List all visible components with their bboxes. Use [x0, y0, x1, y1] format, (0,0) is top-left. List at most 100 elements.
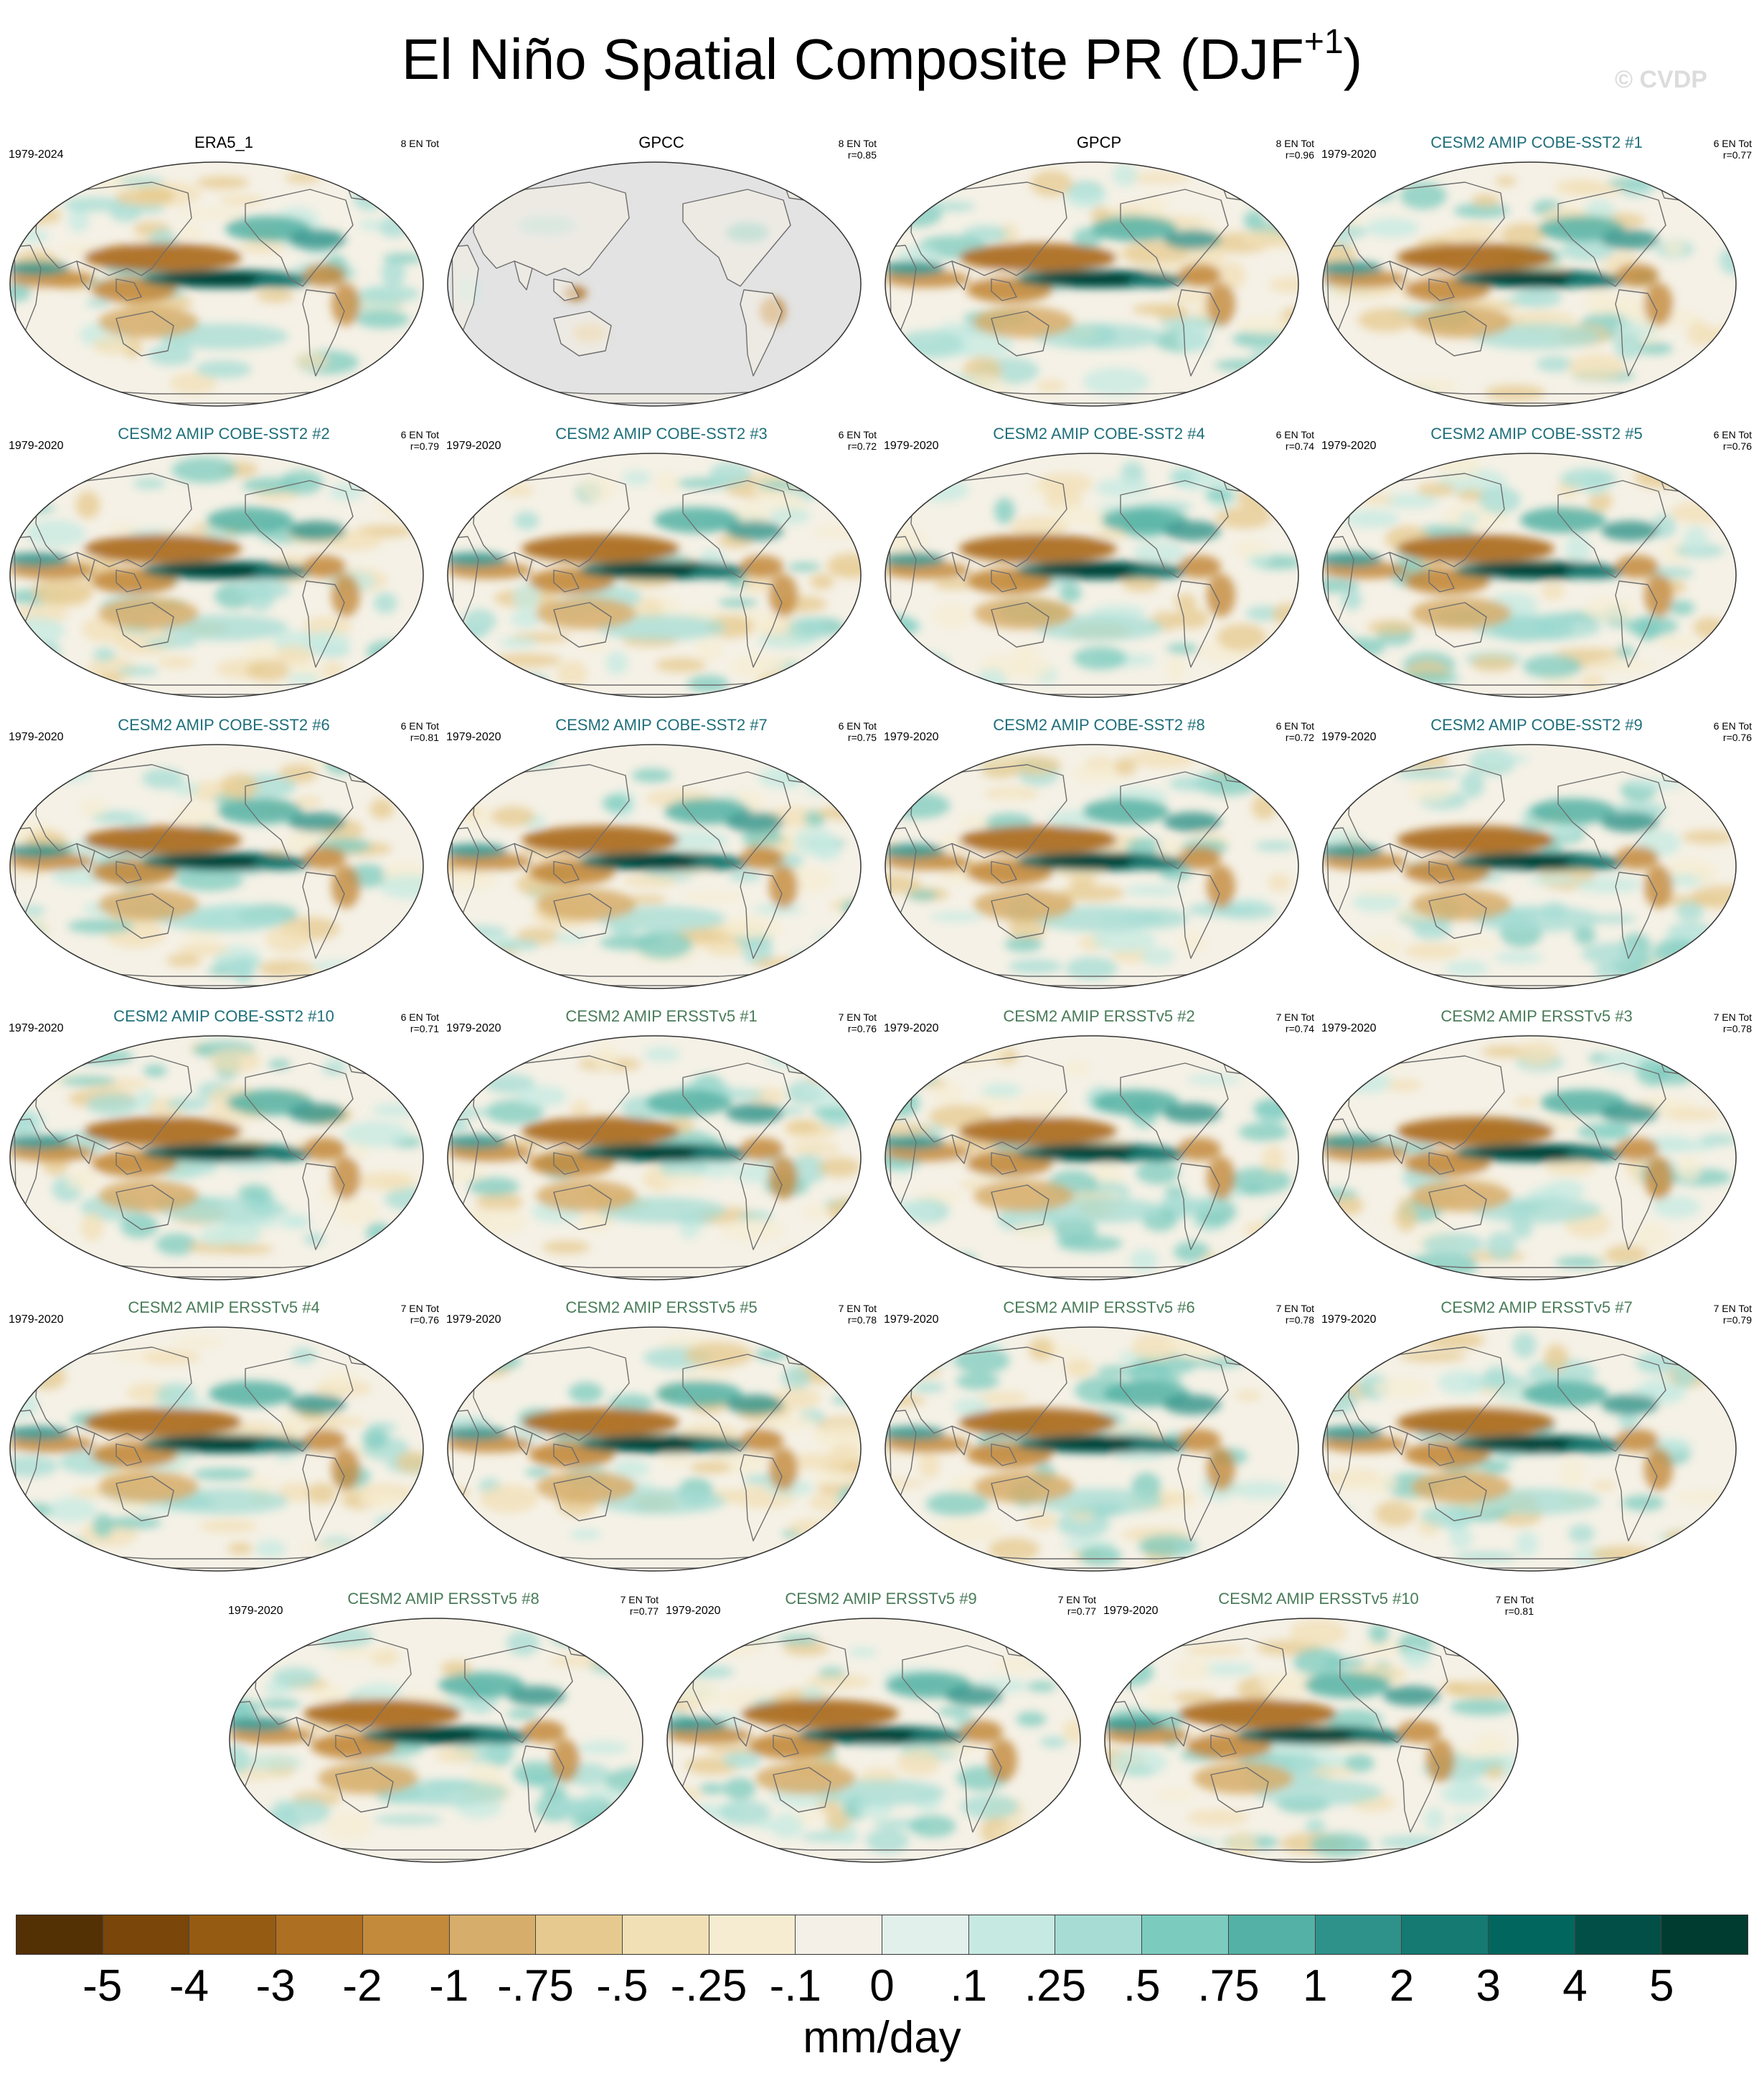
panel-event-count: 6 EN Tot — [1275, 720, 1314, 732]
dry-anomaly-patch — [220, 773, 259, 799]
panel-stats: 7 EN Tot r=0.74 — [1276, 1011, 1314, 1034]
colorbar-swatch — [1315, 1915, 1402, 1954]
dry-anomaly-patch — [293, 796, 322, 808]
dry-anomaly-patch — [1193, 1763, 1293, 1794]
dry-anomaly-patch — [542, 1240, 590, 1254]
map-panel: CESM2 AMIP ERSSTv5 #2 1979-2020 7 EN Tot r=… — [884, 1007, 1314, 1290]
wet-anomaly-patch — [207, 507, 293, 533]
dry-anomaly-patch — [79, 798, 108, 817]
wet-anomaly-patch — [1601, 521, 1659, 541]
wet-anomaly-patch — [10, 174, 44, 202]
colorbar-swatch — [1661, 1915, 1748, 1954]
dry-anomaly-patch — [10, 663, 42, 689]
wet-anomaly-patch — [1128, 275, 1185, 288]
colorbar-swatch — [796, 1915, 883, 1954]
wet-anomaly-patch — [1244, 210, 1265, 232]
wet-anomaly-patch — [1675, 966, 1710, 981]
wet-anomaly-patch — [372, 1103, 423, 1118]
coastline-seasia — [115, 1152, 142, 1175]
colorbar-tick-label: -3 — [255, 1961, 296, 2011]
wet-anomaly-patch — [516, 1085, 567, 1108]
wet-anomaly-patch — [86, 1093, 139, 1115]
wet-anomaly-patch — [1217, 902, 1277, 920]
wet-anomaly-patch — [1458, 512, 1480, 525]
dry-anomaly-patch — [1484, 384, 1546, 402]
wet-anomaly-patch — [1187, 1075, 1241, 1085]
dry-anomaly-patch — [1588, 491, 1613, 511]
wet-anomaly-patch — [1601, 812, 1659, 832]
panel-title: CESM2 AMIP ERSSTv5 #4 — [128, 1298, 320, 1316]
wet-anomaly-patch — [1105, 1801, 1131, 1831]
coastline-namerica — [245, 189, 354, 287]
dry-anomaly-patch — [171, 805, 220, 827]
map-panel: GPCC 8 EN Tot r=0.85 — [446, 133, 877, 417]
dry-anomaly-patch — [1251, 793, 1278, 820]
coastline-seasia — [115, 1443, 142, 1466]
wet-anomaly-patch — [230, 1698, 260, 1720]
wet-anomaly-patch — [10, 348, 39, 369]
wet-anomaly-patch — [1269, 950, 1298, 962]
coastline-australia — [1428, 1476, 1487, 1521]
coastline-india — [1389, 260, 1408, 291]
wet-anomaly-patch — [1536, 356, 1574, 372]
panel-map — [9, 161, 424, 407]
wet-anomaly-patch — [907, 890, 938, 901]
panel-map — [885, 453, 1299, 698]
dry-anomaly-patch — [1682, 765, 1730, 785]
wet-anomaly-patch — [1342, 963, 1366, 983]
dry-anomaly-patch — [1285, 353, 1298, 382]
wet-anomaly-patch — [1072, 646, 1127, 670]
wet-anomaly-patch — [769, 507, 811, 525]
dry-anomaly-patch — [1094, 529, 1131, 540]
wet-anomaly-patch — [406, 1328, 423, 1356]
dry-anomaly-patch — [989, 1537, 1039, 1562]
coastline-namerica — [245, 771, 354, 869]
panel-map — [885, 161, 1299, 407]
coastline-namerica — [682, 771, 791, 869]
coastline-seasia — [115, 278, 142, 301]
coastline-asia — [473, 1055, 630, 1150]
dry-anomaly-patch — [783, 1641, 829, 1656]
dry-anomaly-patch — [1156, 838, 1187, 859]
dry-anomaly-patch — [277, 1482, 314, 1502]
dry-anomaly-patch — [84, 826, 242, 854]
dry-anomaly-patch — [1178, 846, 1221, 869]
wet-anomaly-patch — [1027, 1681, 1057, 1692]
wet-anomaly-patch — [510, 610, 542, 628]
panel-map — [229, 1618, 643, 1863]
wet-anomaly-patch — [356, 310, 410, 329]
panel-event-count: 6 EN Tot — [838, 720, 877, 732]
dry-anomaly-patch — [331, 865, 360, 908]
dry-anomaly-patch — [1664, 1108, 1722, 1121]
dry-anomaly-patch — [1634, 467, 1682, 489]
colorbar-tick-label: 3 — [1476, 1961, 1501, 2011]
wet-anomaly-patch — [508, 1686, 565, 1706]
dry-anomaly-patch — [303, 1429, 346, 1452]
wet-anomaly-patch — [499, 637, 538, 648]
wet-anomaly-patch — [1366, 217, 1420, 238]
panel-map — [666, 1618, 1081, 1863]
panel-title: CESM2 AMIP COBE-SST2 #4 — [993, 425, 1205, 443]
wet-anomaly-patch — [10, 617, 65, 644]
dry-anomaly-patch — [1411, 1180, 1511, 1212]
wet-anomaly-patch — [438, 1672, 525, 1698]
wet-anomaly-patch — [981, 1083, 1022, 1098]
wet-anomaly-patch — [1565, 857, 1623, 870]
dry-anomaly-patch — [661, 1450, 691, 1467]
wet-anomaly-patch — [568, 1382, 603, 1403]
wet-anomaly-patch — [1628, 1387, 1682, 1398]
colorbar-tick-label: -.1 — [769, 1961, 821, 2011]
dry-anomaly-patch — [730, 653, 788, 679]
dry-anomaly-patch — [1591, 1545, 1654, 1564]
panel-years: 1979-2020 — [1321, 731, 1377, 743]
wet-anomaly-patch — [171, 457, 238, 483]
panel-correlation: r=0.81 — [410, 732, 439, 743]
dry-anomaly-patch — [303, 616, 352, 637]
wet-anomaly-patch — [687, 675, 730, 693]
wet-anomaly-patch — [1128, 857, 1185, 870]
panel-event-count: 7 EN Tot — [1275, 1303, 1314, 1314]
dry-anomaly-patch — [522, 1408, 679, 1437]
panel-correlation: r=0.78 — [1285, 1314, 1314, 1326]
dry-anomaly-patch — [93, 336, 134, 354]
wet-anomaly-patch — [1004, 936, 1043, 952]
